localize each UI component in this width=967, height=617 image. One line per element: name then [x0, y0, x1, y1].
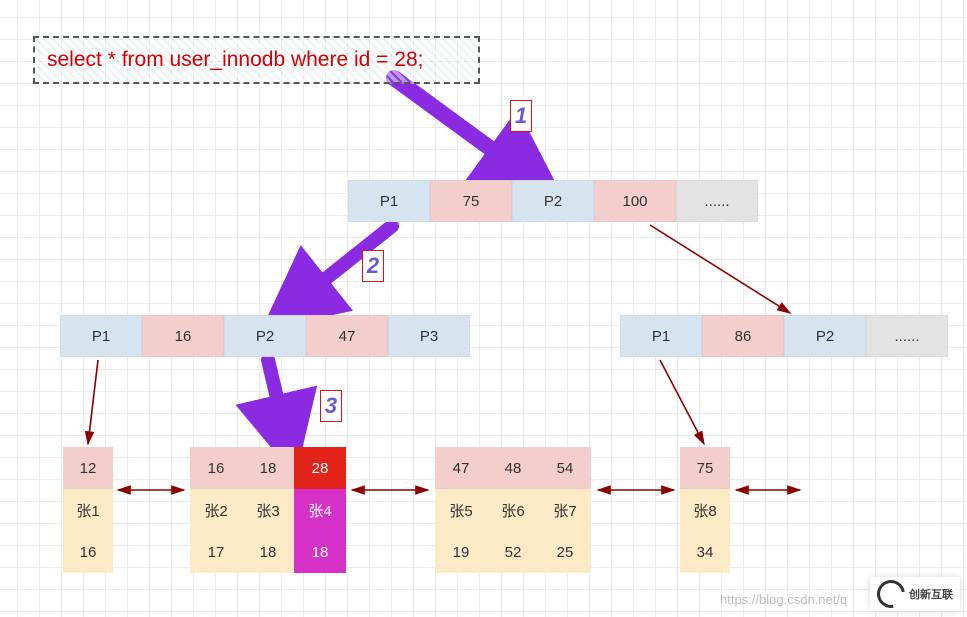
leaf-data-cell: 张6 — [487, 489, 539, 531]
leaf-data-cell: 张1 — [63, 489, 113, 531]
leaf-data-cell: 34 — [680, 531, 730, 573]
node-cell: 75 — [430, 180, 512, 222]
node-cell: P2 — [784, 315, 866, 357]
node-cell: P2 — [224, 315, 306, 357]
root-node: P175P2100...... — [348, 180, 758, 222]
leaf-header-cell: 12 — [63, 447, 113, 489]
leaf-data-cell: 张3 — [242, 489, 294, 531]
leaf-data-cell: 25 — [539, 531, 591, 573]
watermark-text: https://blog.csdn.net/q — [720, 592, 847, 607]
leaf-data-cell: 17 — [190, 531, 242, 573]
leaf-block: 474854 张5张6张7 195225 — [435, 447, 591, 573]
leaf-data-cell: 张8 — [680, 489, 730, 531]
leaf-header-cell: 54 — [539, 447, 591, 489]
leaf-data-cell: 16 — [63, 531, 113, 573]
node-cell: 100 — [594, 180, 676, 222]
node-cell: P3 — [388, 315, 470, 357]
step-label: 3 — [320, 390, 342, 422]
leaf-data-cell: 张7 — [539, 489, 591, 531]
step-label: 2 — [362, 250, 384, 282]
node-cell: P2 — [512, 180, 594, 222]
sql-statement-box: select * from user_innodb where id = 28; — [33, 36, 480, 84]
leaf-data-cell: 52 — [487, 531, 539, 573]
node-cell: 86 — [702, 315, 784, 357]
leaf-header-cell: 16 — [190, 447, 242, 489]
node-cell: 47 — [306, 315, 388, 357]
leaf-block: 161828张2张3张4171818 — [190, 447, 346, 573]
mid-left-node: P116P247P3 — [60, 315, 470, 357]
node-cell: ...... — [676, 180, 758, 222]
logo-text: 创新互联 — [909, 586, 953, 602]
mid-right-node: P186P2...... — [620, 315, 948, 357]
leaf-data-cell: 18 — [294, 531, 346, 573]
diagram-canvas: select * from user_innodb where id = 28;… — [0, 0, 967, 617]
leaf-data-cell: 张2 — [190, 489, 242, 531]
leaf-block: 12张116 — [63, 447, 113, 573]
source-logo: 创新互联 — [870, 577, 960, 611]
leaf-block: 75张834 — [680, 447, 730, 573]
leaf-header-cell: 48 — [487, 447, 539, 489]
leaf-header-cell: 75 — [680, 447, 730, 489]
leaf-data-cell: 19 — [435, 531, 487, 573]
node-cell: ...... — [866, 315, 948, 357]
node-cell: 16 — [142, 315, 224, 357]
leaf-header-cell: 47 — [435, 447, 487, 489]
leaf-header-cell: 18 — [242, 447, 294, 489]
node-cell: P1 — [620, 315, 702, 357]
node-cell: P1 — [348, 180, 430, 222]
node-cell: P1 — [60, 315, 142, 357]
leaf-header-cell: 28 — [294, 447, 346, 489]
leaf-data-cell: 张5 — [435, 489, 487, 531]
leaf-data-cell: 18 — [242, 531, 294, 573]
leaf-data-cell: 张4 — [294, 489, 346, 531]
step-label: 1 — [510, 100, 532, 132]
logo-icon — [872, 575, 911, 614]
sql-statement-text: select * from user_innodb where id = 28; — [47, 48, 423, 72]
